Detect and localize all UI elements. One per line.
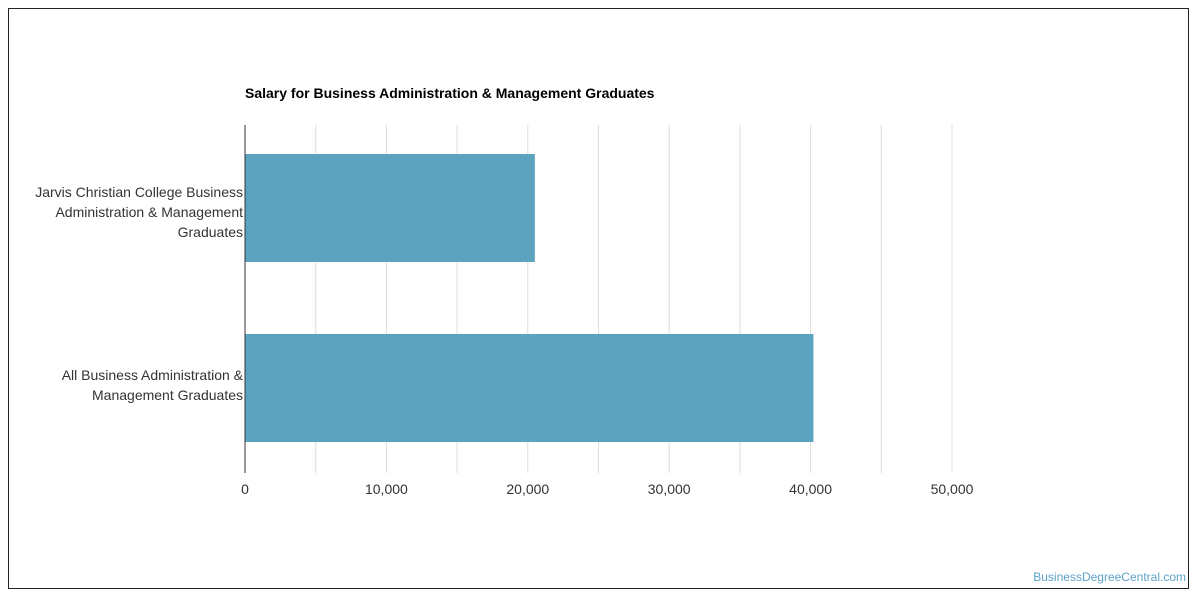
x-tick-label: 50,000 bbox=[930, 481, 974, 497]
category-label-all: All Business Administration & Management… bbox=[62, 365, 243, 405]
x-tick-label: 10,000 bbox=[364, 481, 408, 497]
chart-title: Salary for Business Administration & Man… bbox=[245, 85, 655, 101]
x-tick-label: 20,000 bbox=[506, 481, 550, 497]
category-label-jarvis: Jarvis Christian College Business Admini… bbox=[35, 182, 243, 242]
x-tick-label: 30,000 bbox=[647, 481, 691, 497]
category-label-line: Graduates bbox=[177, 224, 243, 240]
watermark[interactable]: BusinessDegreeCentral.com bbox=[1033, 570, 1186, 584]
bar-0[interactable] bbox=[245, 154, 535, 262]
x-tick-label: 0 bbox=[241, 481, 249, 497]
category-label-line: Administration & Management bbox=[55, 204, 243, 220]
category-label-line: All Business Administration & bbox=[61, 367, 243, 383]
category-label-line: Management Graduates bbox=[92, 387, 243, 403]
bars bbox=[245, 154, 814, 442]
category-label-line: Jarvis Christian College Business bbox=[35, 184, 243, 200]
bar-1[interactable] bbox=[245, 334, 814, 442]
x-tick-label: 40,000 bbox=[789, 481, 833, 497]
